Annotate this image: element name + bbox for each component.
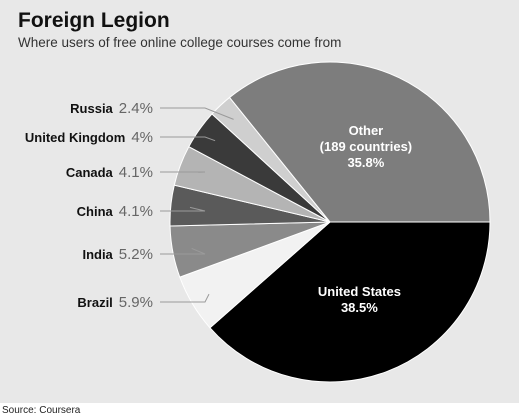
data-label-india: 5.2% <box>119 246 153 263</box>
data-label-china: 4.1% <box>119 203 153 220</box>
leader-line-brazil <box>160 293 210 303</box>
chart-title: Foreign Legion <box>18 9 170 32</box>
category-label-china: China <box>77 204 114 219</box>
pie-slice-other <box>228 61 491 223</box>
source-note: Source: Coursera <box>2 405 81 416</box>
chart-subtitle: Where users of free online college cours… <box>18 35 342 50</box>
slice-label-other-2: 35.8% <box>347 155 384 170</box>
category-label-india: India <box>82 247 113 262</box>
slice-label-other-0: Other <box>349 123 384 138</box>
category-label-russia: Russia <box>70 101 113 116</box>
leader-line-china <box>160 206 206 212</box>
data-label-canada: 4.1% <box>119 164 153 181</box>
category-label-canada: Canada <box>66 165 114 180</box>
leader-line-india <box>160 247 206 255</box>
leader-line-russia <box>160 107 234 120</box>
pie-slice-united-states <box>209 221 491 383</box>
category-label-brazil: Brazil <box>77 295 112 310</box>
data-label-brazil: 5.9% <box>119 294 153 311</box>
category-label-united-kingdom: United Kingdom <box>25 130 125 145</box>
data-label-united-kingdom: 4% <box>131 129 153 146</box>
leader-line-united-kingdom <box>160 136 216 142</box>
slice-label-united-states-0: United States <box>318 284 401 299</box>
data-label-russia: 2.4% <box>119 100 153 117</box>
slice-label-other-1: (189 countries) <box>320 139 412 154</box>
slice-label-united-states-1: 38.5% <box>341 300 378 315</box>
